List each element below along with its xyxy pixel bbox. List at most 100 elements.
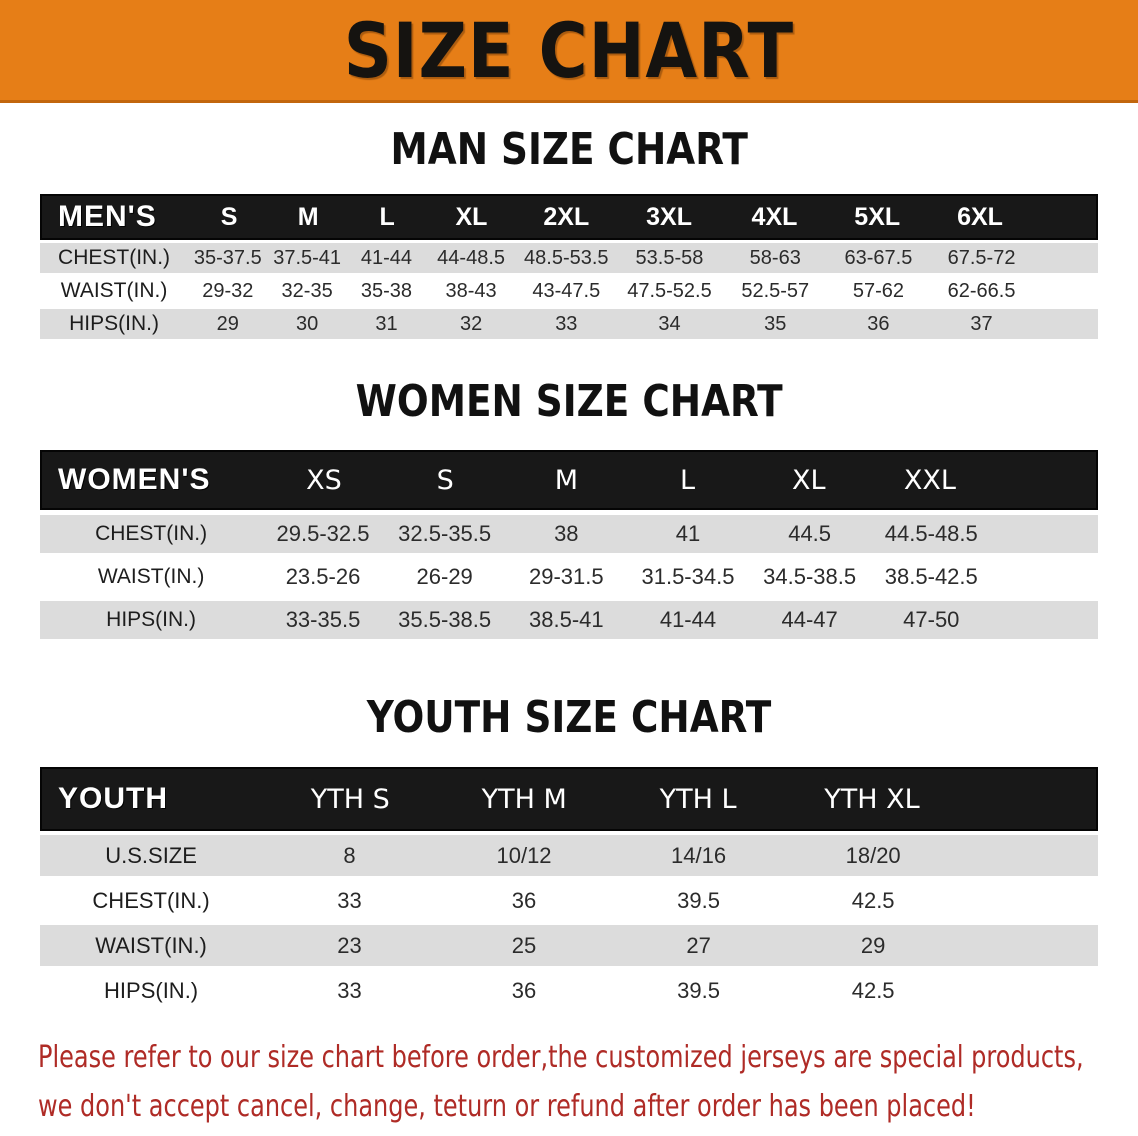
size-col-header-yth-m: YTH M [481, 783, 567, 815]
size-cell: 23.5-26 [285, 564, 361, 589]
women-size-table: WOMEN'S XS S M L XL XXL CHEST(IN.) 29.5-… [40, 450, 1098, 639]
row-label: HIPS(IN.) [69, 312, 159, 335]
size-cell: 47.5-52.5 [627, 279, 712, 302]
size-cell: 39.5 [677, 887, 720, 913]
size-col-header-4xl: 4XL [751, 202, 798, 231]
size-col-header-3xl: 3XL [646, 202, 693, 231]
footer-line-2-text: we don't accept cancel, change, teturn o… [38, 1089, 976, 1124]
size-col-header-s: S [220, 202, 238, 231]
size-cell: 67.5-72 [947, 246, 1016, 269]
size-cell: 41-44 [360, 246, 413, 269]
size-cell: 43-47.5 [532, 279, 601, 302]
size-cell: 34 [658, 312, 681, 335]
men-size-table: MEN'S S M L XL 2XL 3XL 4XL 5XL 6XL CHEST… [40, 194, 1098, 339]
size-cell: 26-29 [416, 564, 473, 589]
men-table-header: MEN'S S M L XL 2XL 3XL 4XL 5XL 6XL [40, 194, 1098, 240]
size-col-header-xl: XL [791, 464, 826, 496]
row-label: CHEST(IN.) [58, 246, 171, 269]
size-col-header-yth-xl: YTH XL [824, 783, 920, 815]
women-table-header: WOMEN'S XS S M L XL XXL [40, 450, 1098, 510]
row-label: WAIST(IN.) [97, 565, 205, 588]
size-col-header-l: L [680, 464, 696, 496]
size-col-header-s: S [436, 464, 454, 496]
size-cell: 35-37.5 [193, 246, 262, 269]
size-cell: 48.5-53.5 [524, 246, 609, 269]
youth-waist-row: WAIST(IN.) 23 25 27 29 [40, 925, 1098, 966]
women-waist-row: WAIST(IN.) 23.5-26 26-29 29-31.5 31.5-34… [40, 558, 1098, 596]
youth-hips-row: HIPS(IN.) 33 36 39.5 42.5 [40, 970, 1098, 1011]
youth-table-title: YOUTH [58, 782, 168, 815]
size-cell: 42.5 [851, 887, 895, 913]
size-cell: 37.5-41 [273, 246, 342, 269]
size-col-header-yth-s: YTH S [310, 783, 390, 815]
size-cell: 42.5 [851, 977, 895, 1003]
size-col-header-xl: XL [455, 202, 488, 231]
size-cell: 33 [337, 887, 362, 913]
size-col-header-m: M [297, 202, 319, 231]
men-hips-row: HIPS(IN.) 29 30 31 32 33 34 35 36 37 [40, 309, 1098, 339]
row-label: U.S.SIZE [105, 842, 197, 868]
size-cell: 41 [675, 521, 701, 546]
women-chest-row: CHEST(IN.) 29.5-32.5 32.5-35.5 38 41 44.… [40, 515, 1098, 553]
size-cell: 33-35.5 [285, 607, 361, 632]
youth-table-body: U.S.SIZE 8 10/12 14/16 18/20 CHEST(IN.) … [40, 835, 1098, 1011]
youth-section-heading: YOUTH SIZE CHART [0, 695, 1138, 740]
size-cell: 34.5-38.5 [763, 564, 857, 589]
size-col-header-xs: XS [306, 464, 342, 496]
size-cell: 38-43 [445, 279, 497, 302]
size-col-header-6xl: 6XL [957, 202, 1003, 231]
size-cell: 27 [686, 932, 711, 958]
size-cell: 29 [860, 932, 886, 958]
size-cell: 58-63 [749, 246, 801, 269]
banner-title: SIZE CHART [343, 5, 795, 95]
size-cell: 29 [216, 312, 239, 335]
men-table-title: MEN'S [58, 200, 157, 233]
size-col-header-2xl: 2XL [543, 202, 590, 231]
size-cell: 35.5-38.5 [398, 607, 492, 632]
row-label: HIPS(IN.) [104, 977, 199, 1003]
size-cell: 31 [375, 312, 398, 335]
women-section-heading: WOMEN SIZE CHART [0, 379, 1138, 424]
size-cell: 29-32 [202, 279, 254, 302]
men-chest-row: CHEST(IN.) 35-37.5 37.5-41 41-44 44-48.5… [40, 243, 1098, 273]
youth-table-header: YOUTH YTH S YTH M YTH L YTH XL [40, 767, 1098, 831]
size-cell: 30 [296, 312, 319, 335]
size-cell: 36 [511, 887, 537, 913]
footer-note: Please refer to our size chart before or… [38, 1033, 1138, 1131]
row-label: CHEST(IN.) [95, 522, 208, 545]
size-cell: 32.5-35.5 [398, 521, 492, 546]
size-cell: 32-35 [281, 279, 333, 302]
men-table-body: CHEST(IN.) 35-37.5 37.5-41 41-44 44-48.5… [40, 243, 1098, 339]
size-cell: 29-31.5 [529, 564, 604, 589]
women-table-body: CHEST(IN.) 29.5-32.5 32.5-35.5 38 41 44.… [40, 515, 1098, 639]
size-cell: 52.5-57 [741, 279, 810, 302]
size-cell: 57-62 [852, 279, 904, 302]
youth-heading-text: YOUTH SIZE CHART [366, 692, 772, 743]
size-cell: 14/16 [671, 842, 727, 868]
size-cell: 38.5-41 [529, 607, 604, 632]
size-cell: 35-38 [360, 279, 413, 302]
row-label: WAIST(IN.) [60, 279, 168, 302]
youth-ussize-row: U.S.SIZE 8 10/12 14/16 18/20 [40, 835, 1098, 876]
size-cell: 31.5-34.5 [641, 564, 735, 589]
size-col-header-l: L [379, 202, 395, 231]
size-cell: 32 [459, 312, 483, 335]
size-cell: 37 [970, 312, 993, 335]
size-cell: 41-44 [659, 607, 717, 632]
footer-line-2: we don't accept cancel, change, teturn o… [38, 1082, 1138, 1131]
size-col-header-yth-l: YTH L [659, 783, 737, 815]
size-cell: 44-48.5 [437, 246, 506, 269]
size-cell: 8 [343, 842, 356, 868]
row-label: WAIST(IN.) [95, 932, 207, 958]
size-col-header-m: M [554, 464, 578, 496]
size-cell: 18/20 [845, 842, 901, 868]
banner: SIZE CHART [0, 0, 1138, 103]
row-label: CHEST(IN.) [92, 887, 210, 913]
size-cell: 47-50 [903, 607, 960, 632]
size-cell: 35 [764, 312, 787, 335]
size-cell: 62-66.5 [947, 279, 1016, 302]
youth-chest-row: CHEST(IN.) 33 36 39.5 42.5 [40, 880, 1098, 921]
youth-size-table: YOUTH YTH S YTH M YTH L YTH XL U.S.SIZE … [40, 767, 1098, 1011]
footer-line-1-text: Please refer to our size chart before or… [38, 1040, 1084, 1075]
size-cell: 10/12 [496, 842, 552, 868]
